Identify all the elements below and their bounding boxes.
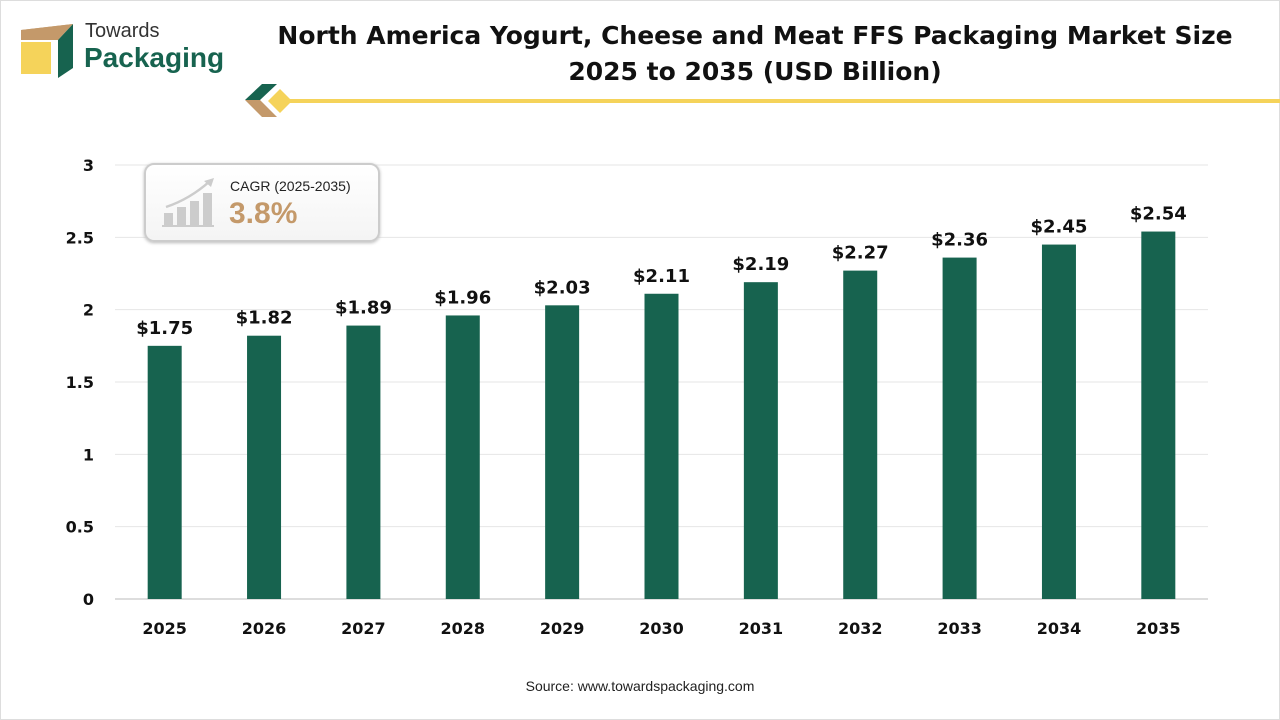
data-label: $2.03 bbox=[534, 277, 591, 298]
title-line1: North America Yogurt, Cheese and Meat FF… bbox=[277, 21, 1233, 50]
x-tick-label: 2033 bbox=[937, 619, 982, 638]
data-label: $1.96 bbox=[434, 287, 491, 308]
x-tick-label: 2027 bbox=[341, 619, 386, 638]
data-label: $1.89 bbox=[335, 298, 392, 319]
x-tick-label: 2030 bbox=[639, 619, 684, 638]
data-label: $1.75 bbox=[136, 318, 193, 339]
x-tick-label: 2032 bbox=[838, 619, 883, 638]
data-label: $2.19 bbox=[732, 254, 789, 275]
bar-2031 bbox=[743, 282, 778, 599]
data-label: $2.11 bbox=[633, 266, 690, 287]
y-tick-label: 2.5 bbox=[66, 228, 94, 247]
bar-2033 bbox=[942, 257, 977, 599]
bar-2027 bbox=[346, 325, 381, 599]
cagr-label: CAGR (2025-2035) bbox=[230, 178, 351, 194]
y-tick-label: 0.5 bbox=[66, 518, 94, 537]
bar-2034 bbox=[1041, 244, 1076, 600]
x-tick-label: 2034 bbox=[1037, 619, 1082, 638]
bar-2030 bbox=[644, 293, 679, 599]
y-tick-label: 1.5 bbox=[66, 373, 94, 392]
bar-2026 bbox=[247, 335, 282, 599]
bar-2029 bbox=[545, 305, 580, 599]
y-tick-label: 0 bbox=[83, 590, 94, 609]
data-label: $2.27 bbox=[832, 243, 889, 264]
x-tick-label: 2031 bbox=[739, 619, 784, 638]
data-label: $2.54 bbox=[1130, 204, 1187, 225]
brand-line1: Towards bbox=[85, 20, 160, 42]
data-label: $1.82 bbox=[236, 308, 293, 329]
x-tick-label: 2035 bbox=[1136, 619, 1181, 638]
x-tick-label: 2029 bbox=[540, 619, 585, 638]
chart-title: North America Yogurt, Cheese and Meat FF… bbox=[260, 18, 1250, 90]
y-tick-label: 1 bbox=[83, 445, 94, 464]
x-tick-label: 2025 bbox=[142, 619, 187, 638]
brand-line2: Packaging bbox=[84, 42, 225, 73]
growth-chart-icon bbox=[162, 178, 214, 227]
cagr-box: CAGR (2025-2035) 3.8% bbox=[144, 163, 380, 242]
title-line2: 2025 to 2035 (USD Billion) bbox=[568, 57, 942, 86]
y-tick-label: 3 bbox=[83, 156, 94, 175]
data-label: $2.45 bbox=[1030, 217, 1087, 238]
cagr-value: 3.8% bbox=[229, 197, 298, 230]
y-tick-label: 2 bbox=[83, 301, 94, 320]
x-tick-label: 2026 bbox=[242, 619, 287, 638]
bar-2035 bbox=[1141, 231, 1176, 599]
x-tick-label: 2028 bbox=[441, 619, 486, 638]
source-note: Source: www.towardspackaging.com bbox=[525, 678, 755, 694]
bar-2025 bbox=[147, 345, 182, 599]
logo-icon bbox=[21, 24, 73, 78]
title-decoration bbox=[245, 84, 1280, 117]
data-label: $2.36 bbox=[931, 230, 988, 251]
bar-2032 bbox=[843, 270, 878, 599]
bar-2028 bbox=[445, 315, 480, 599]
